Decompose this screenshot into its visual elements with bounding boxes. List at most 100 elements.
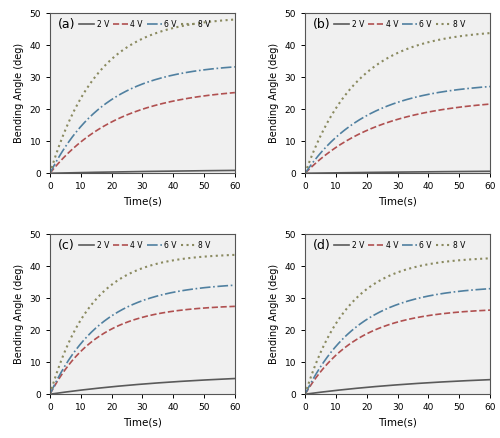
4 V: [302, 170, 308, 175]
4 V: [232, 90, 238, 95]
6 V: [157, 76, 163, 81]
4 V: [412, 112, 418, 117]
Line: 6 V: 6 V: [50, 67, 235, 173]
Y-axis label: Bending Angle (deg): Bending Angle (deg): [269, 43, 279, 143]
Line: 6 V: 6 V: [305, 289, 490, 394]
X-axis label: Time(s): Time(s): [378, 418, 417, 428]
6 V: [232, 64, 238, 70]
X-axis label: Time(s): Time(s): [123, 418, 162, 428]
8 V: [302, 169, 308, 174]
4 V: [302, 392, 308, 397]
Legend: 2 V, 4 V, 6 V, 8 V: 2 V, 4 V, 6 V, 8 V: [76, 238, 214, 253]
Line: 4 V: 4 V: [305, 104, 490, 173]
Line: 8 V: 8 V: [50, 255, 235, 394]
4 V: [416, 314, 422, 320]
6 V: [470, 85, 476, 91]
8 V: [160, 260, 166, 265]
6 V: [302, 170, 308, 175]
8 V: [47, 392, 53, 397]
8 V: [48, 389, 54, 395]
2 V: [302, 171, 308, 176]
8 V: [458, 33, 464, 39]
8 V: [156, 261, 162, 266]
6 V: [214, 66, 220, 71]
8 V: [302, 171, 308, 176]
8 V: [203, 20, 209, 25]
Line: 8 V: 8 V: [305, 33, 490, 173]
6 V: [302, 390, 308, 396]
4 V: [156, 102, 162, 107]
2 V: [203, 377, 209, 382]
Text: (d): (d): [312, 239, 330, 252]
6 V: [157, 293, 163, 298]
2 V: [416, 169, 422, 174]
Text: (c): (c): [58, 239, 74, 252]
4 V: [487, 307, 493, 313]
Y-axis label: Bending Angle (deg): Bending Angle (deg): [269, 264, 279, 364]
Text: (b): (b): [312, 18, 330, 31]
6 V: [302, 171, 308, 176]
6 V: [412, 297, 418, 302]
8 V: [157, 29, 163, 34]
6 V: [412, 95, 418, 100]
2 V: [157, 380, 163, 385]
8 V: [232, 17, 238, 22]
2 V: [416, 381, 422, 386]
Line: 4 V: 4 V: [50, 92, 235, 173]
8 V: [412, 265, 418, 270]
6 V: [458, 289, 464, 294]
Legend: 2 V, 4 V, 6 V, 8 V: 2 V, 4 V, 6 V, 8 V: [76, 17, 214, 32]
Line: 6 V: 6 V: [50, 285, 235, 394]
2 V: [487, 377, 493, 382]
2 V: [214, 168, 220, 173]
6 V: [416, 94, 422, 99]
4 V: [214, 304, 220, 310]
Y-axis label: Bending Angle (deg): Bending Angle (deg): [14, 43, 24, 143]
Line: 4 V: 4 V: [50, 306, 235, 394]
6 V: [160, 292, 166, 297]
2 V: [160, 169, 166, 174]
8 V: [302, 389, 308, 395]
6 V: [412, 95, 418, 100]
8 V: [203, 254, 209, 259]
8 V: [232, 252, 238, 258]
8 V: [458, 258, 464, 263]
8 V: [156, 29, 162, 35]
2 V: [48, 392, 54, 397]
4 V: [302, 391, 308, 396]
4 V: [458, 104, 464, 110]
6 V: [487, 84, 493, 89]
6 V: [302, 392, 308, 397]
2 V: [487, 169, 493, 174]
6 V: [458, 87, 464, 92]
2 V: [160, 380, 166, 385]
8 V: [412, 44, 418, 49]
6 V: [47, 171, 53, 176]
4 V: [302, 171, 308, 176]
4 V: [458, 309, 464, 314]
Line: 2 V: 2 V: [305, 171, 490, 173]
2 V: [156, 169, 162, 174]
X-axis label: Time(s): Time(s): [123, 197, 162, 207]
2 V: [412, 381, 418, 386]
8 V: [416, 42, 422, 48]
4 V: [412, 315, 418, 321]
6 V: [203, 67, 209, 72]
8 V: [487, 256, 493, 261]
4 V: [48, 390, 54, 396]
Legend: 2 V, 4 V, 6 V, 8 V: 2 V, 4 V, 6 V, 8 V: [331, 17, 468, 32]
8 V: [157, 260, 163, 265]
2 V: [412, 381, 418, 386]
4 V: [160, 101, 166, 106]
6 V: [232, 283, 238, 288]
2 V: [302, 392, 308, 397]
6 V: [203, 285, 209, 290]
8 V: [416, 264, 422, 269]
Line: 2 V: 2 V: [50, 170, 235, 173]
6 V: [412, 297, 418, 302]
2 V: [458, 378, 464, 384]
2 V: [412, 170, 418, 175]
2 V: [48, 171, 54, 176]
8 V: [302, 392, 308, 397]
8 V: [412, 265, 418, 270]
